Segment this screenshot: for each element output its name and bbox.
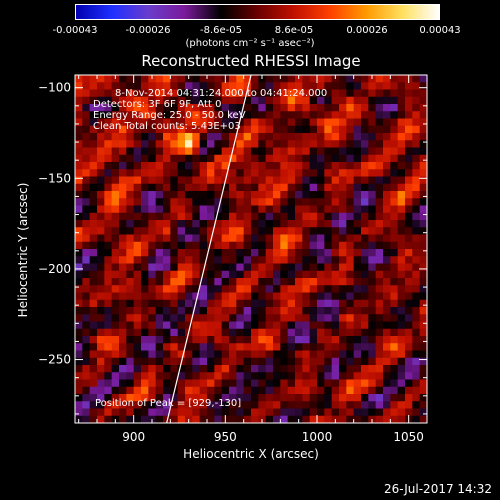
chart-title: Reconstructed RHESSI Image xyxy=(141,52,361,70)
y-axis-label: Heliocentric Y (arcsec) xyxy=(16,182,30,318)
colorbar xyxy=(75,4,440,20)
y-tick-label: −100 xyxy=(38,81,71,95)
footer-timestamp: 26-Jul-2017 14:32 xyxy=(383,482,492,496)
x-tick-label: 1050 xyxy=(393,430,424,444)
colorbar-tick-label: 0.00026 xyxy=(346,25,388,36)
colorbar-tick-label: -0.00026 xyxy=(125,25,171,36)
colorbar-tick-label: -0.00043 xyxy=(52,25,98,36)
x-axis-label: Heliocentric X (arcsec) xyxy=(183,447,319,461)
annotation-energy: Energy Range: 25.0 - 50.0 keV xyxy=(93,110,246,121)
y-tick-label: −200 xyxy=(38,262,71,276)
x-tick-label: 950 xyxy=(214,430,237,444)
x-tick-label: 900 xyxy=(122,430,145,444)
colorbar-tick-label: 8.6e-05 xyxy=(274,25,314,36)
annotation-counts: Clean Total counts: 5.43E+03 xyxy=(93,121,241,132)
annotation-time: 8-Nov-2014 04:31:24.000 to 04:41:24.000 xyxy=(115,88,328,99)
annotation-peak: Position of Peak = [929,-130] xyxy=(95,398,242,409)
solar-limb-line xyxy=(166,74,252,424)
colorbar-tick-label: -8.6e-05 xyxy=(200,25,242,36)
colorbar-tick-label: 0.00043 xyxy=(419,25,461,36)
plot-frame xyxy=(74,74,428,424)
x-tick-label: 1000 xyxy=(302,430,333,444)
annotation-detectors: Detectors: 3F 6F 9F, Att 0 xyxy=(93,99,222,110)
y-tick-label: −250 xyxy=(38,353,71,367)
heatmap-cells xyxy=(75,75,428,424)
colorbar-units: (photons cm⁻² s⁻¹ asec⁻²) xyxy=(185,38,315,49)
y-tick-label: −150 xyxy=(38,171,71,185)
